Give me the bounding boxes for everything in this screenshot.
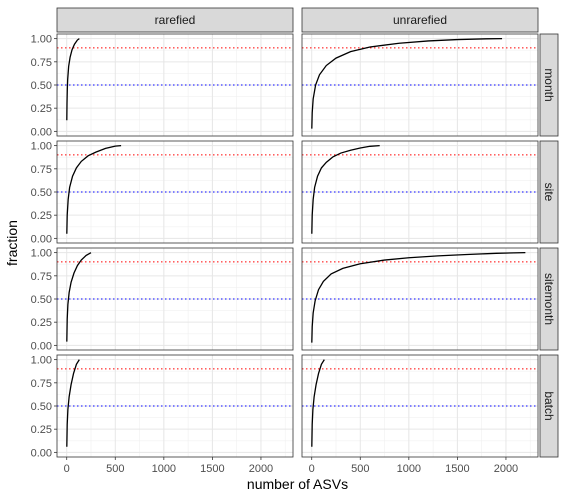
y-tick-label: 0.25 xyxy=(31,210,52,222)
series-line-month-unrarefied xyxy=(311,37,503,129)
panel-border xyxy=(301,354,539,458)
x-tick-label: 0 xyxy=(64,463,70,475)
x-tick-label: 500 xyxy=(106,463,124,475)
x-tick-label: 1500 xyxy=(200,463,224,475)
y-tick-label: 0.50 xyxy=(31,80,52,92)
y-tick-label: 0.50 xyxy=(31,401,52,413)
y-tick-label: 0.00 xyxy=(31,340,52,352)
panel-border xyxy=(301,140,539,244)
y-tick-label: 0.50 xyxy=(31,294,52,306)
series-line-sitemonth-rarefied xyxy=(66,252,92,342)
series-line-site-unrarefied xyxy=(311,144,380,234)
x-tick-label: 500 xyxy=(351,463,369,475)
y-tick-label: 0.25 xyxy=(31,103,52,115)
column-strip-label: unrarefied xyxy=(393,13,447,27)
x-tick-label: 2000 xyxy=(249,463,273,475)
row-strip-label: batch xyxy=(542,391,556,420)
x-tick-label: 1500 xyxy=(445,463,469,475)
y-tick-label: 0.25 xyxy=(31,424,52,436)
row-strip-label: month xyxy=(542,68,556,101)
y-axis-title: fraction xyxy=(4,220,20,266)
series-line-sitemonth-unrarefied xyxy=(311,251,526,343)
y-tick-label: 1.00 xyxy=(31,34,52,46)
series-line-month-rarefied xyxy=(66,38,80,121)
y-tick-label: 0.25 xyxy=(31,317,52,329)
row-strip-month xyxy=(539,33,559,137)
y-tick-label: 0.50 xyxy=(31,187,52,199)
column-strip-rarefied xyxy=(56,7,294,33)
series-line-site-rarefied xyxy=(66,144,122,234)
y-tick-label: 0.75 xyxy=(31,164,52,176)
x-tick-label: 0 xyxy=(309,463,315,475)
y-tick-label: 1.00 xyxy=(31,355,52,367)
panel-border xyxy=(301,247,539,351)
series-line-batch-unrarefied xyxy=(311,359,325,447)
x-tick-label: 2000 xyxy=(494,463,518,475)
row-strip-label: sitemonth xyxy=(542,273,556,325)
y-tick-label: 0.75 xyxy=(31,271,52,283)
y-tick-label: 0.00 xyxy=(31,447,52,459)
y-tick-label: 1.00 xyxy=(31,248,52,260)
row-strip-sitemonth xyxy=(539,247,559,351)
column-strip-unrarefied xyxy=(301,7,539,33)
x-tick-label: 1000 xyxy=(152,463,176,475)
row-strip-site xyxy=(539,140,559,244)
series-line-batch-rarefied xyxy=(66,359,80,447)
y-tick-label: 1.00 xyxy=(31,141,52,153)
row-strip-batch xyxy=(539,354,559,458)
panel-border xyxy=(301,33,539,137)
x-axis-title: number of ASVs xyxy=(247,476,348,492)
y-tick-label: 0.00 xyxy=(31,126,52,138)
y-tick-label: 0.75 xyxy=(31,57,52,69)
y-tick-label: 0.75 xyxy=(31,378,52,390)
y-tick-label: 0.00 xyxy=(31,233,52,245)
column-strip-label: rarefied xyxy=(155,13,196,27)
x-tick-label: 1000 xyxy=(397,463,421,475)
row-strip-label: site xyxy=(542,183,556,202)
